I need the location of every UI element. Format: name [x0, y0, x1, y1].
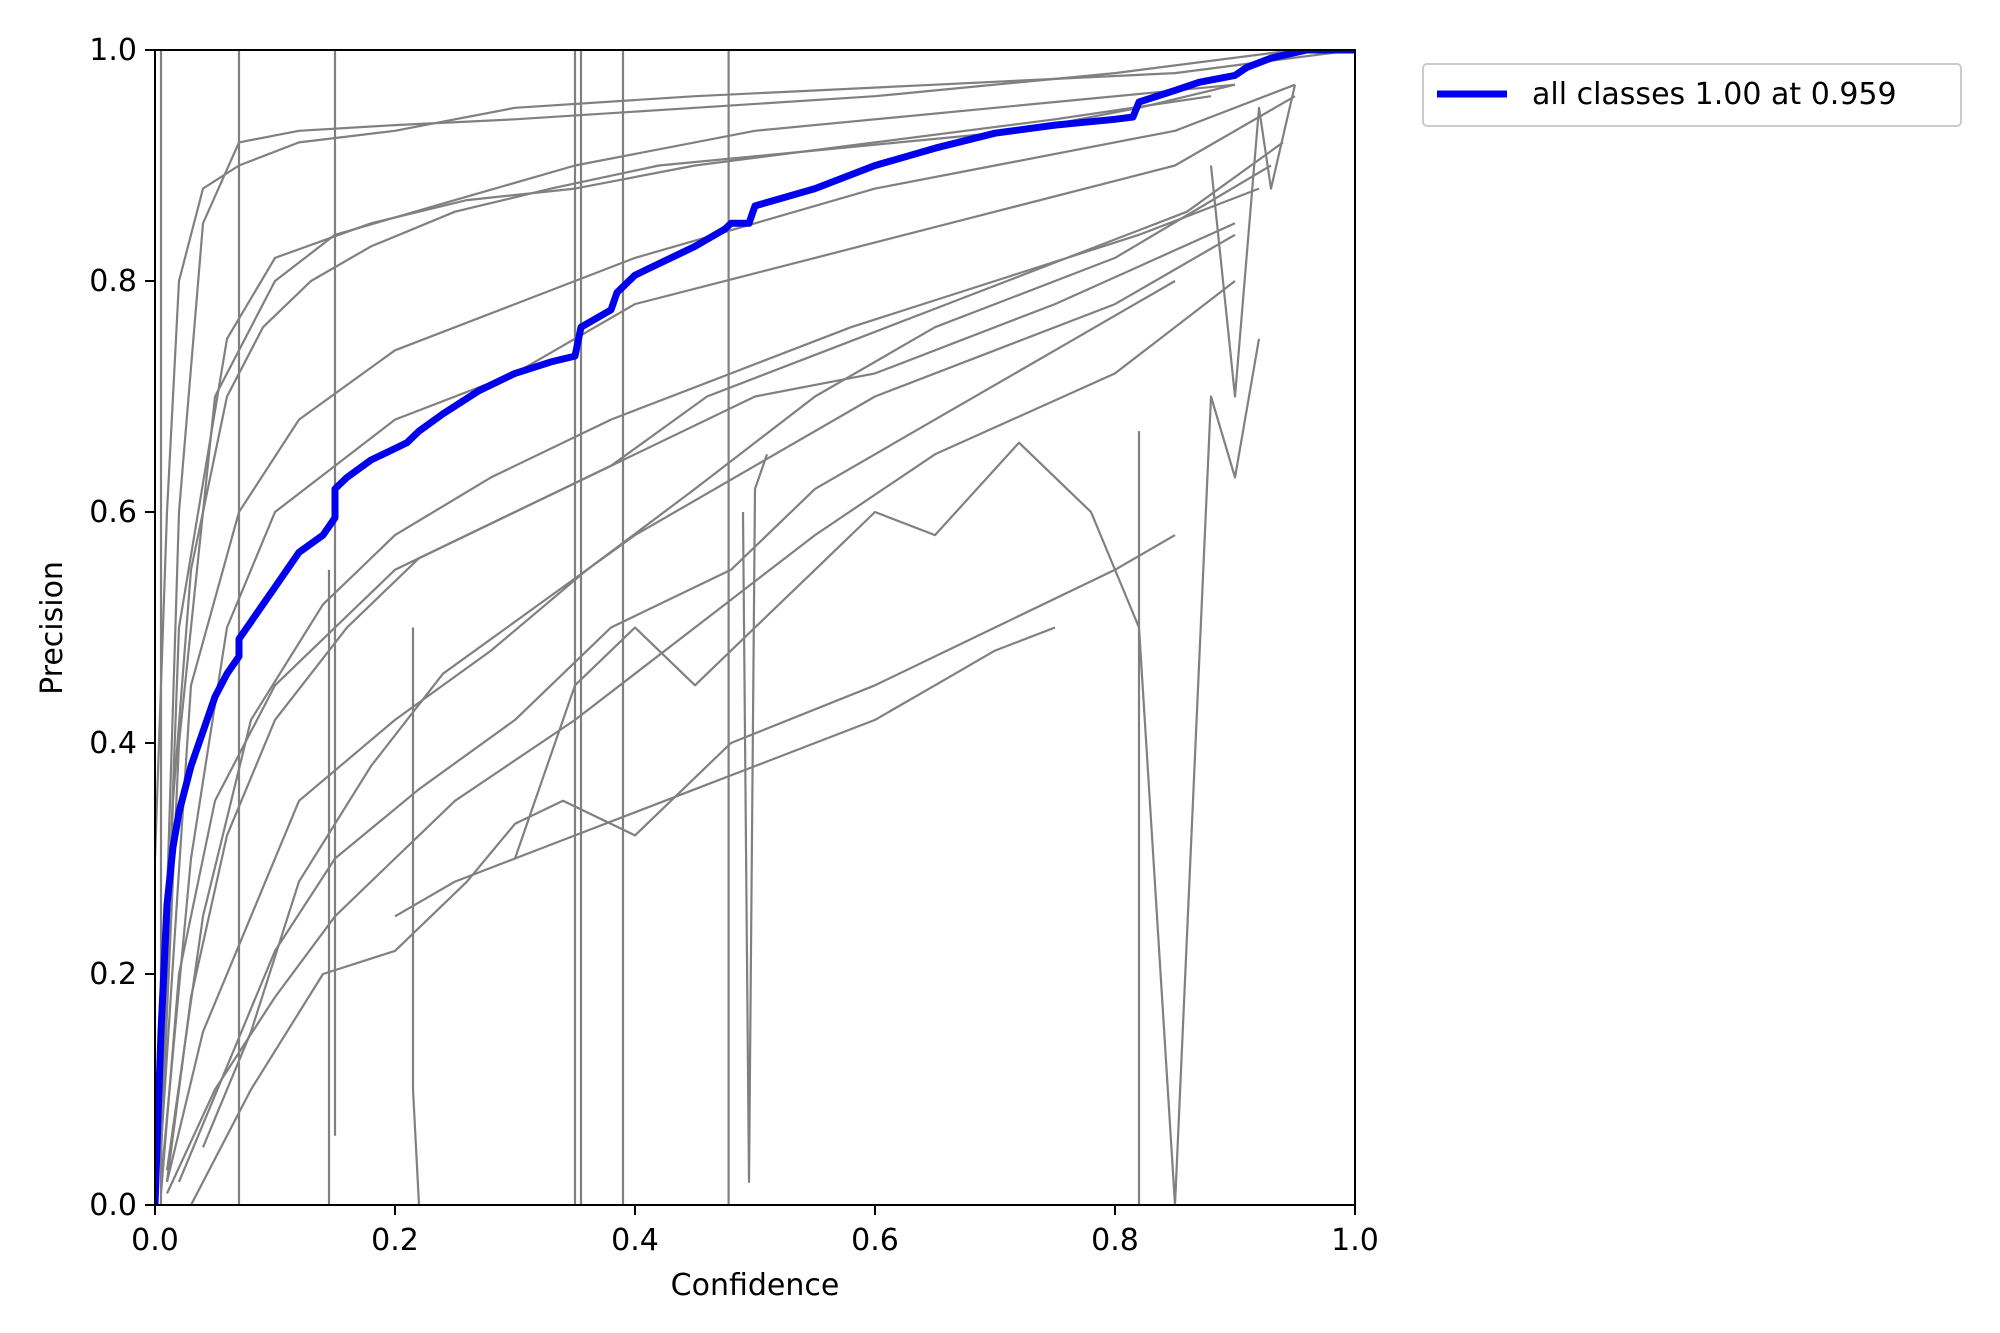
y-axis-title: Precision: [35, 561, 70, 695]
all-classes-line-group: [155, 50, 1355, 1205]
per-class-line-29: [1209, 84, 1297, 398]
per-class-line-9: [177, 280, 1176, 1183]
per-class-line-10: [165, 187, 1260, 1171]
per-class-line-17: [201, 233, 1236, 1148]
x-tick-label: 0.6: [851, 1223, 899, 1258]
y-tick-label: 1.0: [89, 33, 137, 68]
x-tick-label: 0.4: [611, 1223, 659, 1258]
x-tick-label: 0.0: [131, 1223, 179, 1258]
per-class-line-5: [165, 164, 1272, 1183]
per-class-line-27: [411, 627, 421, 1205]
x-tick-label: 0.8: [1091, 1223, 1139, 1258]
y-tick-label: 0.6: [89, 495, 137, 530]
y-tick-label: 0.2: [89, 957, 137, 992]
legend: all classes 1.00 at 0.959: [1422, 63, 1962, 127]
per-class-line-7: [166, 280, 1236, 1194]
y-tick-label: 0.8: [89, 264, 137, 299]
per-class-line-11: [190, 534, 1176, 1205]
per-class-line-13: [513, 338, 1261, 1205]
y-tick-label: 0.4: [89, 726, 137, 761]
legend-box: [1422, 63, 1962, 127]
per-class-line-15: [165, 141, 1284, 1183]
per-class-line-12: [394, 626, 1056, 918]
legend-label-all-classes: all classes 1.00 at 0.959: [1532, 77, 1897, 112]
per-class-line-28: [741, 453, 769, 1184]
per-class-line-1: [159, 50, 1296, 1090]
x-tick-label: 0.2: [371, 1223, 419, 1258]
all-classes-line: [155, 50, 1355, 1205]
per-class-line-16: [155, 50, 1355, 859]
plot-frame: [154, 49, 1356, 1206]
x-axis-ticks: 0.0 0.2 0.4 0.6 0.8 1.0: [131, 1205, 1379, 1258]
y-axis-ticks: 0.0 0.2 0.4 0.6 0.8 1.0: [89, 33, 155, 1223]
x-axis-title: Confidence: [671, 1268, 840, 1303]
x-tick-label: 1.0: [1331, 1223, 1379, 1258]
per-class-line-8: [159, 95, 1212, 1113]
y-tick-label: 0.0: [89, 1188, 137, 1223]
